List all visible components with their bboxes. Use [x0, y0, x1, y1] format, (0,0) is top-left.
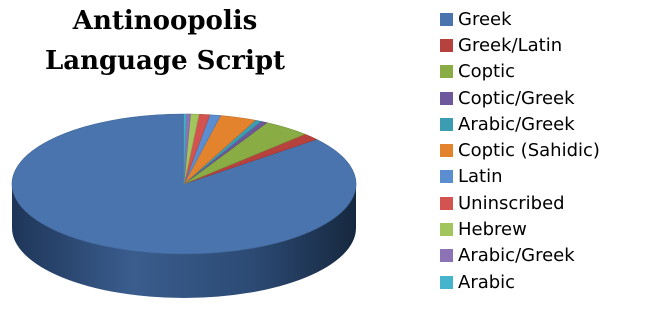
chart-title-line-1: Antinoopolis: [72, 6, 258, 36]
legend-swatch: [440, 117, 453, 131]
legend-swatch: [440, 144, 453, 158]
legend-swatch: [440, 65, 453, 79]
legend-item-coptic-sahidic-5: Coptic (Sahidic): [440, 137, 600, 163]
legend-item-latin-6: Latin: [440, 164, 600, 190]
legend-item-greek-0: Greek: [440, 6, 600, 32]
legend-label: Coptic: [458, 61, 515, 83]
legend-item-arabic-greek-9: Arabic/Greek: [440, 243, 600, 269]
legend-swatch: [440, 38, 453, 52]
legend-swatch: [440, 170, 453, 184]
legend-item-uninscribed-7: Uninscribed: [440, 190, 600, 216]
legend-label: Arabic/Greek: [458, 245, 575, 267]
legend-item-arabic-greek-4: Arabic/Greek: [440, 111, 600, 137]
pie-slice-arabic-10: [183, 113, 187, 185]
pie-side: [12, 184, 356, 298]
legend-label: Arabic/Greek: [458, 113, 575, 135]
legend-swatch: [440, 223, 453, 237]
chart-title-line-2: Language Script: [44, 46, 286, 76]
legend-label: Latin: [458, 166, 503, 188]
legend-swatch: [440, 196, 453, 210]
legend-label: Uninscribed: [458, 192, 565, 214]
legend-swatch: [440, 91, 453, 105]
legend-item-coptic-2: Coptic: [440, 59, 600, 85]
legend: Greek Greek/Latin Coptic Coptic/Greek Arabic…: [440, 6, 600, 295]
legend-label: Greek: [458, 8, 512, 30]
legend-label: Arabic: [458, 271, 516, 293]
legend-label: Greek/Latin: [458, 34, 563, 56]
legend-label: Hebrew: [458, 219, 527, 241]
pie-top: [11, 113, 357, 255]
legend-swatch: [440, 249, 453, 263]
pie-side-wall: [12, 184, 356, 298]
legend-label: Coptic (Sahidic): [458, 140, 600, 162]
legend-item-coptic-greek-3: Coptic/Greek: [440, 85, 600, 111]
legend-item-arabic-10: Arabic: [440, 269, 600, 295]
legend-swatch: [440, 12, 453, 26]
legend-item-hebrew-8: Hebrew: [440, 216, 600, 242]
legend-label: Coptic/Greek: [458, 87, 575, 109]
legend-swatch: [440, 275, 453, 289]
legend-item-greek-latin-1: Greek/Latin: [440, 32, 600, 58]
